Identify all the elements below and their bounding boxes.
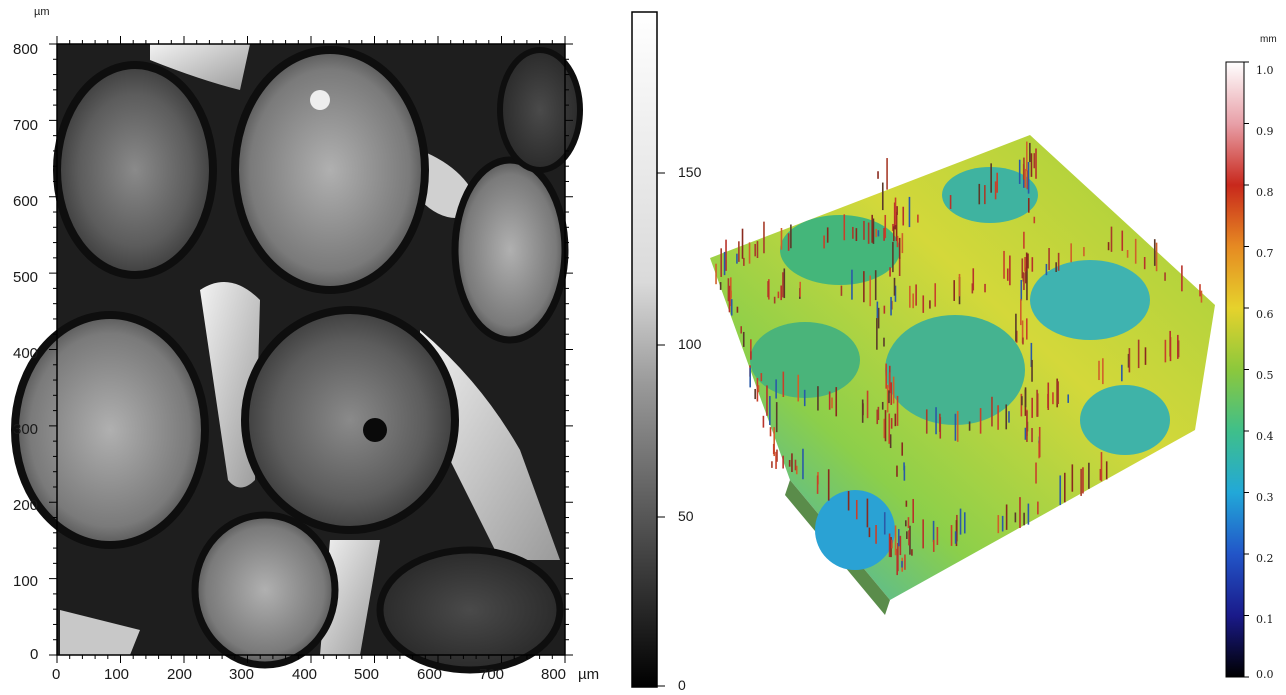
height-tick-label: 0.0 <box>1256 668 1274 681</box>
grayscale-tick-label: 50 <box>678 508 694 524</box>
grain <box>231 46 429 294</box>
height-colorbar-fill <box>1225 61 1245 678</box>
grain <box>53 61 217 279</box>
y-tick-label: 600 <box>13 193 39 210</box>
grayscale-colorbar-svg <box>631 11 665 688</box>
micrograph-panel: µm 800 700 600 500 400 300 200 100 0 0 1… <box>0 0 620 695</box>
surface-3d-panel: mm 1.0 0.9 0.8 0.7 0.6 0.5 0.4 0.3 0.2 0… <box>700 0 1286 695</box>
surface-spikes <box>715 141 1203 576</box>
x-tick-label: 400 <box>292 666 318 683</box>
binder-streak <box>420 330 560 560</box>
height-tick-label: 0.3 <box>1256 491 1274 504</box>
grain <box>241 306 459 534</box>
grayscale-tick-label: 150 <box>678 164 702 180</box>
pore <box>363 418 387 442</box>
grain-top <box>780 215 900 285</box>
height-tick-label: 0.8 <box>1256 186 1274 199</box>
height-tick-label: 0.5 <box>1256 369 1274 382</box>
surface-3d-svg <box>710 61 1249 678</box>
grayscale-colorbar-fill <box>631 11 658 688</box>
grayscale-tick-label: 0 <box>678 677 686 693</box>
grain-top <box>750 322 860 398</box>
x-tick-label: 100 <box>104 666 130 683</box>
y-tick-label: 300 <box>13 421 39 438</box>
x-axis-unit: µm <box>578 666 600 683</box>
x-tick-label: 800 <box>541 666 567 683</box>
height-tick-label: 0.7 <box>1256 247 1274 260</box>
binder-streak <box>60 610 140 655</box>
grain-top <box>885 315 1025 425</box>
x-tick-label: 500 <box>354 666 380 683</box>
pore <box>310 90 330 110</box>
grain <box>11 311 209 549</box>
grain <box>497 47 583 173</box>
height-tick-label: 0.4 <box>1256 430 1274 443</box>
x-tick-label: 700 <box>479 666 505 683</box>
height-tick-label: 1.0 <box>1256 64 1274 77</box>
grain-top <box>1080 385 1170 455</box>
binder-streak <box>150 44 250 90</box>
y-tick-label: 0 <box>30 646 39 663</box>
grayscale-tick-label: 100 <box>678 336 702 352</box>
height-tick-label: 0.9 <box>1256 125 1274 138</box>
height-colorbar-ticks <box>1244 61 1249 678</box>
grain <box>191 511 339 669</box>
x-tick-label: 200 <box>167 666 193 683</box>
height-tick-label: 0.2 <box>1256 552 1274 565</box>
x-tick-label: 600 <box>417 666 443 683</box>
y-tick-label: 500 <box>13 269 39 286</box>
y-tick-label: 400 <box>13 345 39 362</box>
grain-top <box>815 490 895 570</box>
x-tick-label: 0 <box>52 666 61 683</box>
y-tick-label: 700 <box>13 117 39 134</box>
height-tick-label: 0.6 <box>1256 308 1274 321</box>
micrograph-svg <box>11 36 583 674</box>
grain-top <box>1030 260 1150 340</box>
y-tick-label: 100 <box>13 573 39 590</box>
x-tick-label: 300 <box>229 666 255 683</box>
grayscale-colorbar: 150 100 50 0 <box>620 0 710 695</box>
grain <box>451 156 569 344</box>
grain <box>376 546 564 674</box>
axis-ticks <box>49 36 573 663</box>
y-tick-label: 800 <box>13 41 39 58</box>
y-tick-label: 200 <box>13 497 39 514</box>
height-tick-label: 0.1 <box>1256 613 1274 626</box>
height-unit: mm <box>1260 34 1277 45</box>
y-axis-unit: µm <box>34 6 50 18</box>
grain-top <box>942 167 1038 223</box>
